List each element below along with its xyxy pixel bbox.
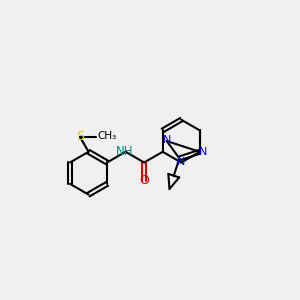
Text: N: N [199,147,207,157]
Text: CH₃: CH₃ [98,131,117,141]
Text: NH: NH [116,145,134,158]
Text: N: N [163,136,171,146]
Text: N: N [177,158,185,167]
Text: O: O [139,174,149,187]
Text: S: S [76,130,84,143]
